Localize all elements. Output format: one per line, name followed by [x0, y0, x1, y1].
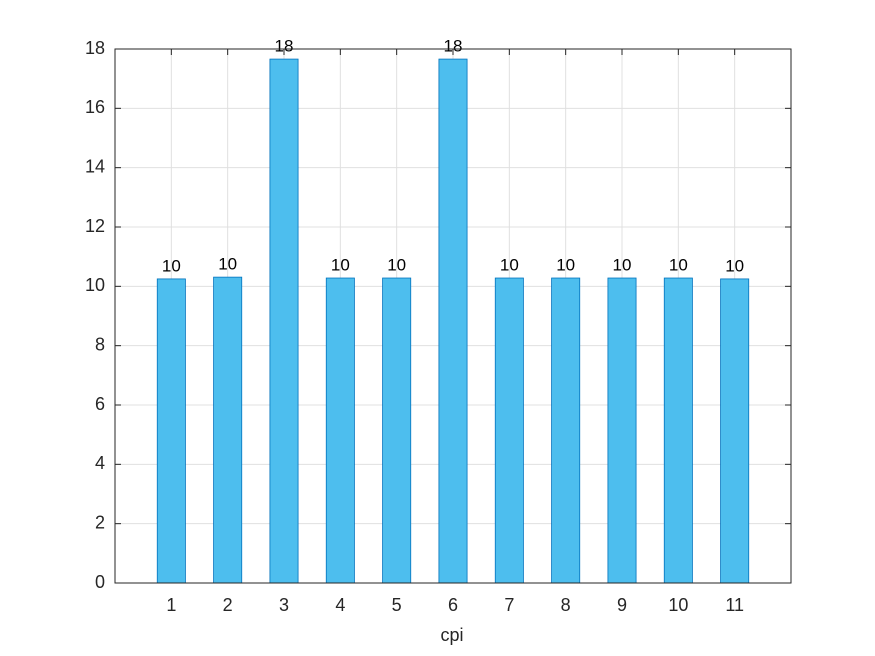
- x-tick-label: 9: [617, 595, 627, 615]
- y-tick-label: 18: [85, 38, 105, 58]
- value-label: 10: [331, 256, 350, 275]
- bar: [663, 277, 693, 584]
- bar: [551, 277, 581, 584]
- bar: [325, 277, 355, 584]
- x-tick-label: 11: [725, 595, 744, 615]
- x-axis-label: cpi: [440, 625, 463, 645]
- axes-box: [114, 48, 792, 584]
- y-tick-label: 8: [95, 334, 105, 354]
- y-tick-label: 6: [95, 394, 105, 414]
- bar: [607, 277, 637, 584]
- x-tick-label: 6: [448, 595, 458, 615]
- x-tick-label: 1: [166, 595, 176, 615]
- value-label: 18: [444, 37, 463, 56]
- x-tick-label: 10: [668, 595, 688, 615]
- value-label: 10: [387, 256, 406, 275]
- y-tick-label: 4: [95, 453, 105, 473]
- x-tick-label: 7: [504, 595, 514, 615]
- x-tick-label: 4: [335, 595, 345, 615]
- value-label: 10: [613, 256, 632, 275]
- value-label: 10: [162, 256, 181, 275]
- x-tick-label: 5: [392, 595, 402, 615]
- value-label: 10: [669, 256, 688, 275]
- y-tick-label: 0: [95, 572, 105, 592]
- x-tick-label: 8: [561, 595, 571, 615]
- value-label: 10: [556, 256, 575, 275]
- bar: [156, 278, 186, 584]
- y-tick-label: 14: [85, 156, 105, 176]
- bar: [382, 277, 412, 584]
- bar: [720, 278, 750, 584]
- bar: [494, 277, 524, 584]
- value-label: 18: [275, 37, 294, 56]
- y-tick-label: 16: [85, 97, 105, 117]
- value-label: 10: [218, 255, 237, 274]
- y-tick-label: 12: [85, 216, 105, 236]
- bar: [438, 58, 468, 584]
- x-tick-label: 2: [223, 595, 233, 615]
- y-tick-label: 10: [85, 275, 105, 295]
- value-label: 10: [500, 256, 519, 275]
- bar: [213, 276, 243, 584]
- bar: [269, 58, 299, 584]
- x-tick-label: 3: [279, 595, 289, 615]
- value-label: 10: [725, 256, 744, 275]
- y-tick-label: 2: [95, 512, 105, 532]
